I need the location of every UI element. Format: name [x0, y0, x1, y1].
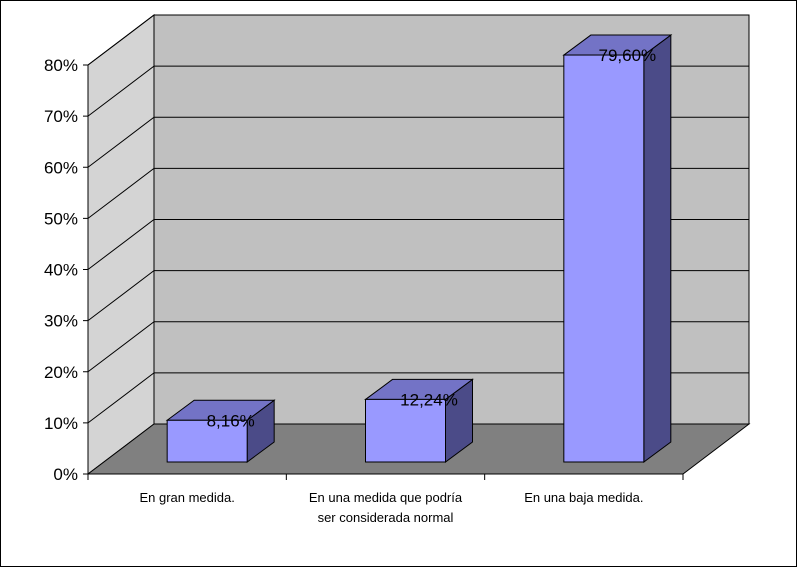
y-tick-label: 60% — [44, 158, 78, 177]
data-label: 8,16% — [207, 411, 255, 430]
bar-side — [643, 34, 672, 463]
data-label: 12,24% — [400, 390, 458, 409]
bar — [365, 398, 446, 463]
gridline — [87, 14, 749, 66]
data-label: 79,60% — [598, 46, 656, 65]
category-label: En una baja medida. — [524, 490, 643, 505]
y-tick-label: 10% — [44, 414, 78, 433]
bar — [166, 419, 248, 463]
bar-group — [165, 399, 276, 463]
y-tick-label: 30% — [44, 312, 78, 331]
y-tick-label: 0% — [53, 465, 78, 484]
gridline — [87, 321, 749, 373]
y-tick-label: 80% — [44, 56, 78, 75]
bar-group — [562, 34, 673, 463]
y-tick-label: 40% — [44, 261, 78, 280]
y-tick-label: 70% — [44, 107, 78, 126]
y-tick-label: 20% — [44, 363, 78, 382]
y-tick-label: 50% — [44, 209, 78, 228]
category-label: ser considerada normal — [318, 510, 454, 525]
gridline — [87, 372, 749, 424]
gridline — [87, 219, 749, 270]
gridline — [87, 167, 749, 219]
gridline — [87, 65, 749, 117]
bar-group — [363, 378, 475, 463]
gridline — [87, 116, 749, 168]
category-label: En gran medida. — [139, 490, 234, 505]
category-label: En una medida que podría — [309, 490, 463, 505]
gridline — [87, 270, 749, 322]
bar — [563, 54, 645, 463]
